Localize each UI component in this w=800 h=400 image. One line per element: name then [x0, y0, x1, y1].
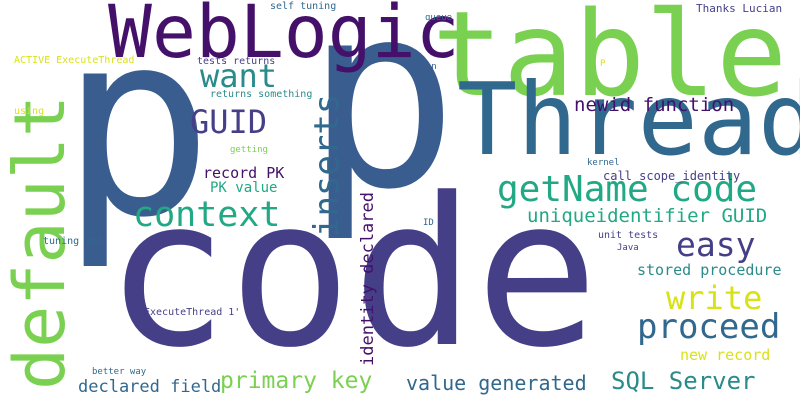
word-p-large-right: p — [305, 0, 459, 246]
word-easy: easy — [676, 225, 756, 264]
word-getting: getting — [230, 145, 268, 155]
word-stored-procedure: stored procedure — [637, 261, 782, 279]
word-new-record: new record — [680, 346, 771, 364]
word-queue: queue — [425, 13, 453, 23]
word-executethread-1: ExecuteThread 1' — [144, 307, 241, 318]
word-table: table — [432, 0, 788, 123]
word-id: ID — [423, 218, 434, 228]
word-tests-returns: tests returns — [197, 56, 276, 67]
word-identity-declared: identity declared — [358, 192, 378, 366]
word-record-pk: record PK — [203, 164, 285, 182]
word-active-executethread: ACTIVE ExecuteThread — [14, 55, 135, 66]
word-code: code — [105, 155, 599, 393]
word-java: Java — [617, 243, 639, 253]
word-unit-tests: unit tests — [598, 230, 659, 241]
word-declared-field: declared field — [78, 377, 222, 397]
word-write: write — [666, 279, 763, 317]
word-want: want — [200, 57, 278, 95]
word-primary-key: primary key — [220, 368, 373, 394]
word-better-way: better way — [92, 367, 147, 377]
word-mean: mean — [415, 62, 437, 72]
word-proceed: proceed — [637, 307, 781, 347]
word-guid: GUID — [190, 103, 268, 141]
word-returns-something: returns something — [210, 89, 313, 100]
word-p-large-left: p — [60, 0, 214, 274]
word-thanks-lucian: Thanks Lucian — [696, 2, 783, 15]
word-weblogic: WebLogic — [108, 0, 460, 75]
word-call-scope-identity: call scope_identity — [603, 169, 741, 183]
word-tuning-xml: tuning xml — [43, 236, 104, 247]
word-context: context — [133, 195, 281, 235]
word-sql-server: SQL Server — [611, 367, 756, 395]
word-pk-value: PK value — [210, 180, 278, 196]
word-kernel: kernel — [587, 158, 620, 168]
word-thread: Thread — [457, 61, 800, 178]
word-getname-code: getName code — [497, 169, 758, 210]
word-using: using — [14, 106, 45, 117]
word-value-generated: value generated — [406, 371, 587, 395]
word-inserts: inserts — [307, 93, 347, 237]
word-uniqueidentifier-guid: uniqueidentifier GUID — [527, 205, 768, 227]
word-p-small: P — [600, 59, 606, 69]
word-newid-function: newid function — [574, 94, 735, 116]
word-self-tuning: self tuning — [270, 1, 337, 12]
